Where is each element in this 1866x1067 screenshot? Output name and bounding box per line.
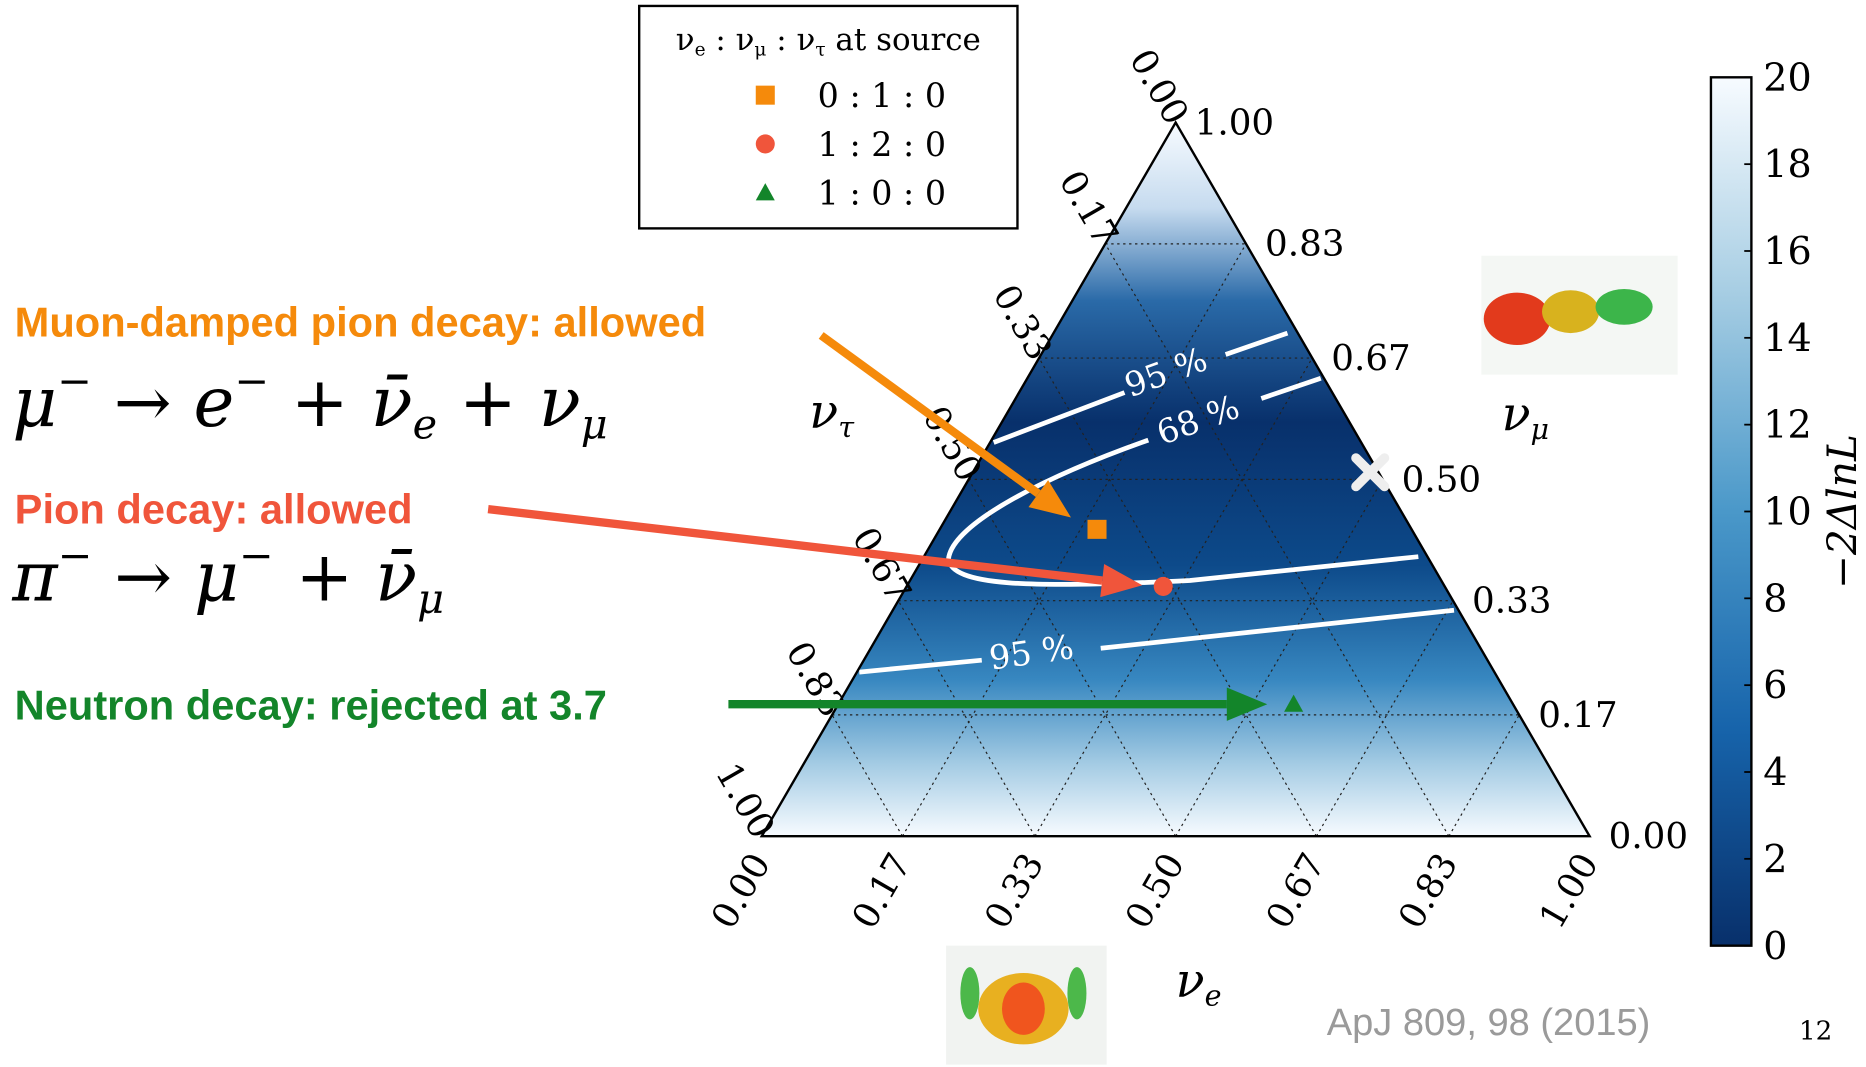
subscript: e (1205, 979, 1222, 1012)
subscript: e (413, 400, 438, 448)
tick-label: 16 (1763, 229, 1811, 273)
tick-label: 8 (1763, 576, 1787, 620)
marker (1153, 576, 1173, 596)
subscript: τ (838, 411, 855, 444)
equation: μ− → e− + ν̄e + νμ (12, 357, 607, 448)
tick-label: 10 (1763, 490, 1811, 534)
contour-95 (992, 330, 1289, 445)
marker (1284, 694, 1304, 712)
tick-label: 1.00 (1195, 102, 1274, 143)
text-part: + (274, 538, 376, 618)
marker (755, 183, 775, 201)
subscript: μ (581, 400, 608, 448)
tick-label: 1.00 (1532, 846, 1607, 935)
superscript: − (234, 357, 269, 405)
superscript: − (57, 357, 92, 405)
text-part: μ (12, 363, 57, 443)
text-part: μ (194, 538, 239, 618)
tick-label: 0.83 (1391, 846, 1466, 935)
axis-label: νμ (1502, 388, 1549, 447)
annotation: Pion decay: allowed (15, 485, 413, 532)
text-part: e (193, 363, 234, 443)
text-part: ν (1176, 954, 1205, 1009)
grid-line (901, 243, 1247, 837)
text-part: π (11, 538, 59, 618)
text-part: : (766, 22, 796, 58)
legend-title: νe : νμ : ντ at source (676, 22, 981, 61)
contour-95 (859, 607, 1455, 675)
text-part: ν (539, 363, 581, 443)
tick-label: 14 (1763, 316, 1811, 360)
annotation: Neutron decay: rejected at 3.7 (15, 682, 607, 729)
colorbar-label: −2ΔlnL (1818, 434, 1866, 589)
subscript: μ (1531, 413, 1550, 446)
subscript: μ (417, 575, 444, 623)
subscript: μ (754, 40, 766, 61)
superscript: − (239, 532, 274, 580)
text-part: + (269, 363, 371, 443)
tick-label: 4 (1763, 750, 1787, 794)
legend-box (637, 4, 1019, 230)
arrow-head (1100, 564, 1143, 598)
text-part: : (706, 22, 736, 58)
text-part: ν (736, 22, 755, 58)
text-part: ν (809, 385, 838, 440)
grid-line (897, 600, 1036, 837)
tick-label: 0.00 (1121, 42, 1196, 131)
marker (1087, 519, 1107, 539)
subscript: τ (815, 40, 825, 61)
legend-label: 0 : 1 : 0 (818, 76, 946, 115)
text-part: at source (826, 22, 981, 58)
equation: π− → μ− + ν̄μ (11, 532, 444, 623)
reference: ApJ 809, 98 (2015) (1327, 1002, 1651, 1044)
legend-label: 1 : 0 : 0 (818, 174, 946, 213)
tick-label: 0.50 (1402, 459, 1481, 500)
superscript: − (58, 532, 93, 580)
arrow-shaft (487, 504, 1103, 585)
tick-label: 0.00 (1609, 816, 1688, 857)
axis-label: ντ (809, 385, 855, 444)
tick-label: 0.50 (1118, 846, 1193, 935)
legend-label: 1 : 2 : 0 (818, 125, 946, 164)
tick-label: 0.67 (1258, 846, 1333, 935)
best-fit (1351, 453, 1390, 492)
grid-line (1104, 243, 1450, 837)
likelihood-map (761, 122, 1590, 837)
thumbnail (1481, 255, 1678, 375)
text-part: → (92, 538, 194, 618)
text-part: + (437, 363, 539, 443)
marker (755, 85, 775, 105)
tick-label: 0.33 (977, 846, 1052, 935)
tick-label: 0.83 (1265, 224, 1344, 265)
tick-label: 12 (1763, 403, 1811, 447)
arrow-head (1226, 687, 1268, 721)
tick-label: 2 (1763, 837, 1787, 881)
page-number: 12 (1799, 1017, 1832, 1047)
tick-label: 0 (1763, 924, 1787, 968)
text-part: → (92, 363, 194, 443)
tick-label: 0.17 (1538, 695, 1617, 736)
grid-line (1315, 600, 1454, 837)
annotation: Muon-damped pion decay: allowed (15, 299, 707, 346)
text-part: ν (676, 22, 695, 58)
text-part: ν (1502, 388, 1531, 443)
axis-label: νe (1176, 954, 1222, 1013)
subscript: e (695, 40, 706, 61)
text-part: ν (797, 22, 816, 58)
text-part: ν̄ (375, 538, 417, 618)
text-part: ν̄ (371, 363, 413, 443)
tick-label: 0.00 (704, 846, 779, 935)
tick-label: 18 (1763, 142, 1811, 186)
tick-label: 0.17 (845, 846, 920, 935)
tick-label: 0.67 (1331, 338, 1410, 379)
marker (755, 134, 775, 154)
tick-label: 20 (1763, 55, 1811, 99)
tick-label: 6 (1763, 663, 1787, 707)
arrow-shaft (818, 332, 1041, 497)
tick-label: 0.33 (1472, 581, 1551, 622)
thumbnail (946, 945, 1107, 1065)
arrow-head (1028, 480, 1071, 518)
